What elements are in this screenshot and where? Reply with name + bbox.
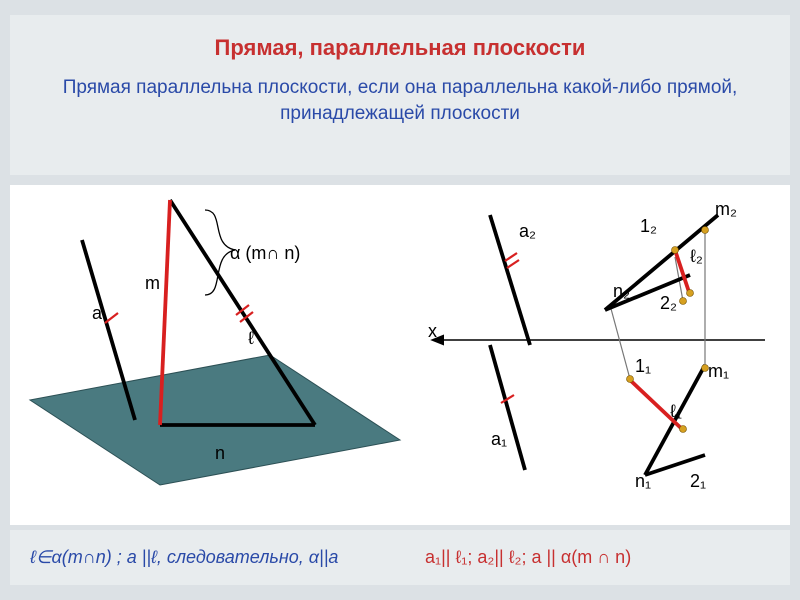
label-n: n <box>215 443 225 464</box>
label-alpha: α (m∩ n) <box>230 243 300 264</box>
proj-line-1 <box>610 305 630 379</box>
diagram-area: m n a ℓ α (m∩ n) <box>10 185 790 525</box>
label-a: a <box>92 303 102 324</box>
label-m: m <box>145 273 160 294</box>
line-a1 <box>490 345 525 470</box>
plane-polygon <box>30 355 400 485</box>
right-projection-diagram <box>415 185 795 515</box>
header-panel: Прямая, параллельная плоскости Прямая па… <box>10 15 790 175</box>
left-3d-diagram <box>10 185 410 515</box>
label-l: ℓ <box>248 328 254 349</box>
label-x: x <box>428 321 437 342</box>
footer-right-text: a₁|| ℓ₁; a₂|| ℓ₂; a || α(m ∩ n) <box>395 547 790 568</box>
footer-left-text: ℓ∈α(m∩n) ; a ||ℓ, следовательно, α||a <box>10 547 395 568</box>
footer-panel: ℓ∈α(m∩n) ; a ||ℓ, следовательно, α||a a₁… <box>10 530 790 585</box>
page-title: Прямая, параллельная плоскости <box>40 35 760 61</box>
tick-marks-left <box>105 305 253 323</box>
page-subtitle: Прямая параллельна плоскости, если она п… <box>40 75 760 126</box>
